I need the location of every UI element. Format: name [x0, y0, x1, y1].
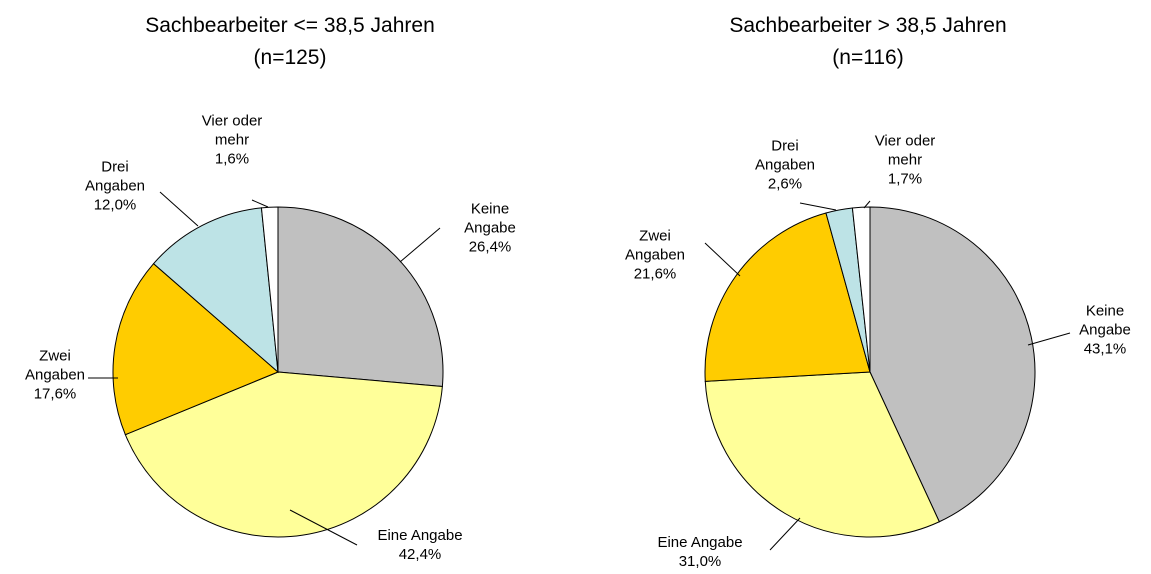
category-label: Zwei Angaben — [24, 347, 86, 384]
leader-line — [159, 191, 199, 227]
slice-label: Vier oder mehr 1,6% — [192, 112, 272, 169]
slice-label: Eine Angabe 31,0% — [640, 533, 760, 571]
leader-line — [399, 227, 441, 263]
category-label: Keine Angabe — [464, 200, 516, 237]
slice-label: Zwei Angaben 17,6% — [20, 347, 90, 404]
category-label: Vier oder mehr — [201, 112, 263, 149]
leader-line — [251, 199, 269, 208]
pie-slice — [704, 212, 871, 382]
leader-line — [1027, 332, 1071, 346]
pie-slice — [277, 206, 444, 388]
chart-subtitle: (n=116) — [832, 46, 904, 69]
value-label: 31,0% — [678, 553, 722, 570]
pie-slice — [869, 206, 1036, 523]
category-label: Drei Angaben — [84, 158, 146, 195]
leader-line — [769, 517, 801, 551]
value-label: 1,7% — [887, 170, 923, 188]
category-label: Vier oder mehr — [874, 132, 936, 169]
pie-slice — [124, 371, 443, 538]
category-label: Drei Angaben — [754, 137, 816, 174]
slice-label: Drei Angaben 2,6% — [750, 137, 820, 194]
slice-label: Keine Angabe 26,4% — [455, 200, 525, 257]
leader-line — [799, 202, 837, 211]
value-label: 43,1% — [1083, 340, 1127, 358]
value-label: 2,6% — [767, 175, 803, 193]
chart-title: Sachbearbeiter > 38,5 Jahren — [729, 14, 1007, 37]
category-label: Eine Angabe — [657, 534, 743, 551]
pie-slice — [260, 206, 279, 373]
slice-label: Zwei Angaben 21,6% — [620, 227, 690, 284]
value-label: 26,4% — [468, 238, 512, 256]
chart-title: Sachbearbeiter <= 38,5 Jahren — [145, 14, 435, 37]
slice-label: Eine Angabe 42,4% — [360, 526, 480, 564]
value-label: 12,0% — [93, 196, 137, 214]
category-label: Keine Angabe — [1079, 302, 1131, 339]
value-label: 42,4% — [398, 546, 442, 563]
slice-label: Keine Angabe 43,1% — [1070, 302, 1140, 359]
slice-label: Vier oder mehr 1,7% — [865, 132, 945, 189]
slice-label: Drei Angaben 12,0% — [80, 158, 150, 215]
leader-line — [863, 200, 871, 209]
leader-line — [289, 509, 358, 546]
pie-slice — [851, 206, 871, 373]
pie-slice — [112, 262, 279, 436]
value-label: 17,6% — [33, 385, 77, 403]
category-label: Eine Angabe — [377, 527, 463, 544]
category-label: Zwei Angaben — [624, 227, 686, 264]
leader-line — [704, 242, 741, 277]
chart-subtitle: (n=125) — [253, 46, 327, 69]
pie-slice — [704, 371, 940, 538]
value-label: 1,6% — [214, 150, 250, 168]
value-label: 21,6% — [633, 265, 677, 283]
pie-slice — [152, 207, 279, 374]
